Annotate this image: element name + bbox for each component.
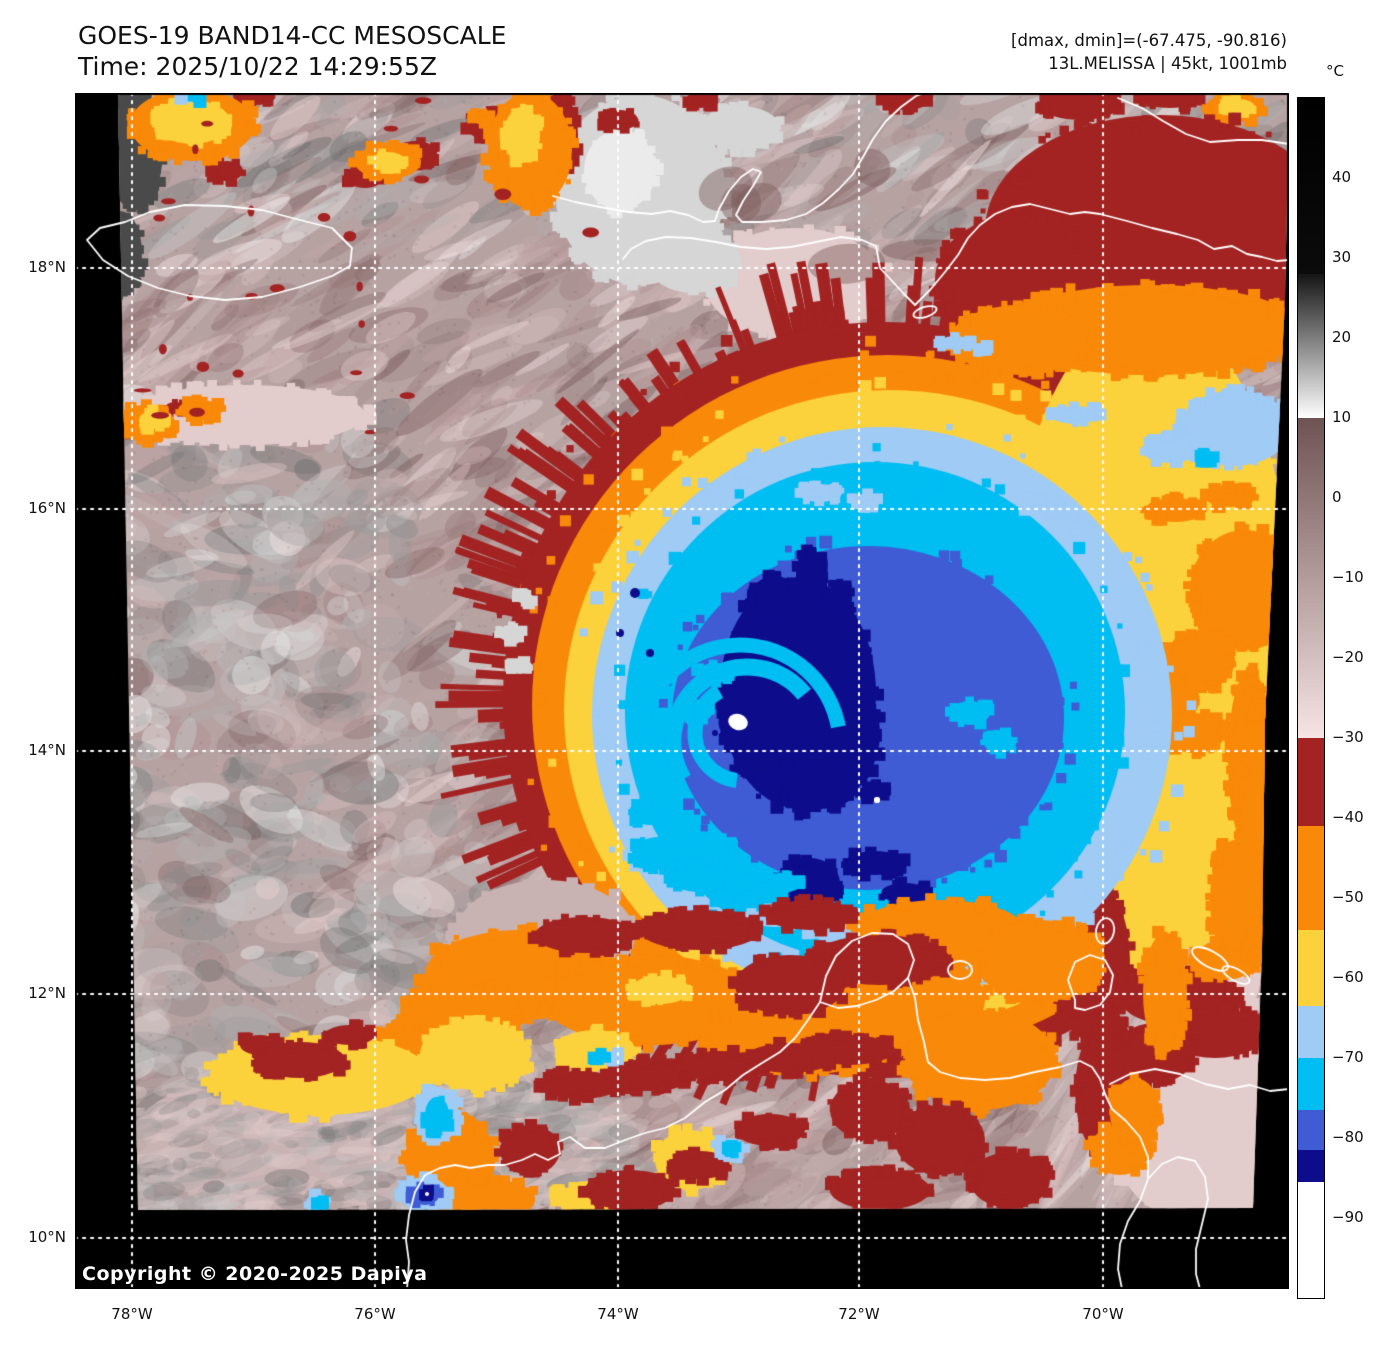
colorbar-tick: −70 [1332, 1048, 1364, 1066]
colorbar-tick: 30 [1332, 248, 1352, 266]
colorbar-tick: −80 [1332, 1128, 1364, 1146]
header-info: [dmax, dmin]=(-67.475, -90.816) 13L.MELIS… [1011, 29, 1287, 75]
colorbar-segment [1298, 738, 1324, 826]
colorbar-segment [1298, 1058, 1324, 1110]
colorbar-tick: −20 [1332, 648, 1364, 666]
colorbar-tick: −90 [1332, 1208, 1364, 1226]
colorbar-segment [1298, 1006, 1324, 1058]
colorbar-tick: 0 [1332, 488, 1342, 506]
timestamp: Time: 2025/10/22 14:29:55Z [78, 52, 437, 81]
temperature-colorbar [1297, 97, 1325, 1299]
colorbar-segment [1298, 274, 1324, 418]
colorbar-tick: −40 [1332, 808, 1364, 826]
lon-label: 78°W [111, 1305, 153, 1323]
product-title: GOES-19 BAND14-CC MESOSCALE [78, 21, 507, 50]
lon-label: 70°W [1082, 1305, 1124, 1323]
colorbar-segment [1298, 930, 1324, 1006]
colorbar-segment [1298, 98, 1324, 274]
colorbar-unit-label: °C [1326, 62, 1344, 80]
colorbar-segment [1298, 1182, 1324, 1298]
colorbar-tick: 40 [1332, 168, 1352, 186]
copyright-label: Copyright © 2020-2025 Dapiya [82, 1263, 428, 1285]
colorbar-segment [1298, 418, 1324, 738]
colorbar-tick: −50 [1332, 888, 1364, 906]
page-title: GOES-19 BAND14-CC MESOSCALE Time: 2025/10… [78, 20, 506, 82]
colorbar-segment [1298, 1150, 1324, 1182]
lat-label: 18°N [28, 258, 66, 276]
storm-status-readout: 13L.MELISSA | 45kt, 1001mb [1048, 54, 1287, 73]
colorbar-segment [1298, 1110, 1324, 1150]
colorbar-tick: −10 [1332, 568, 1364, 586]
colorbar-tick: 20 [1332, 328, 1352, 346]
colorbar-tick: −60 [1332, 968, 1364, 986]
satellite-map [75, 93, 1289, 1289]
lat-label: 16°N [28, 499, 66, 517]
lat-label: 14°N [28, 741, 66, 759]
dmax-dmin-readout: [dmax, dmin]=(-67.475, -90.816) [1011, 31, 1287, 50]
lon-label: 72°W [838, 1305, 880, 1323]
satellite-image-canvas [75, 93, 1289, 1289]
colorbar-segment [1298, 826, 1324, 930]
lon-label: 74°W [597, 1305, 639, 1323]
lat-label: 12°N [28, 984, 66, 1002]
colorbar-tick: −30 [1332, 728, 1364, 746]
colorbar-tick: 10 [1332, 408, 1352, 426]
lon-label: 76°W [354, 1305, 396, 1323]
lat-label: 10°N [28, 1228, 66, 1246]
